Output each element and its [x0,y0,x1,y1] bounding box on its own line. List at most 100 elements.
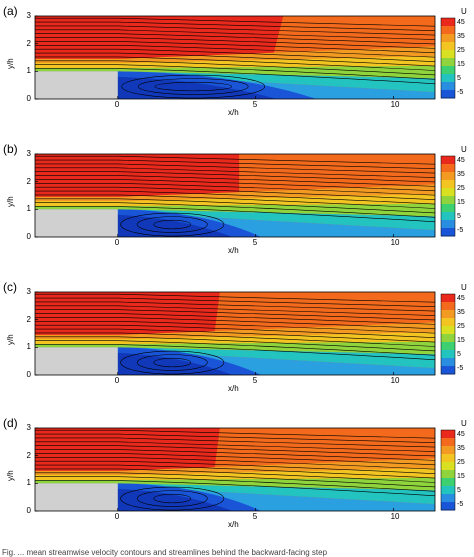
y-tick-label: 0 [26,370,31,379]
recirculation-streamline [153,357,192,368]
recirculation-streamline [154,81,232,92]
streamline [35,179,435,192]
y-tick-label: 1 [26,66,31,76]
recirculation-streamline [120,212,225,237]
streamline [35,464,435,479]
colorbar-tick: -5 [457,365,464,372]
step-block [35,71,118,99]
streamline [35,441,435,452]
recirculation-streamline [120,486,225,511]
colorbar-tick: 35 [457,309,465,316]
y-tick-label: 1 [26,342,31,352]
streamline [35,437,435,448]
streamline [35,64,435,80]
colorbar-tick: 45 [457,431,465,438]
colorbar-tick: 25 [457,47,465,54]
x-tick-label: 5 [252,238,258,247]
recirculation-streamline [120,350,225,375]
recirculation-streamline [136,216,208,233]
y-tick-label: 3 [26,149,31,158]
streamline [35,175,435,187]
plot-frame [34,15,436,100]
streamline [35,429,435,439]
streamline [35,468,435,483]
streamline [35,45,435,58]
colorbar-tick: 45 [457,19,465,26]
streamline [35,313,435,325]
panel-label: (c) [3,280,17,294]
recirculation-streamline [121,74,266,99]
x-axis-label: x/h [228,108,239,117]
x-axis-label: x/h [228,520,239,529]
colorbar-tick: -5 [457,89,464,96]
contour-panel: (c) 0 1 2 3 0 5 10 y/h x/h U 45 35 25 15 5 -5 [0,279,474,415]
streamline [35,183,435,196]
colorbar-tick: 5 [457,351,461,358]
plot-frame [34,153,436,238]
colorbar-tick: 35 [457,171,465,178]
x-tick-label: 10 [390,238,400,247]
colorbar-tick: 15 [457,473,465,480]
colorbar-title: U [461,283,467,292]
high-velocity-region [35,16,284,59]
x-tick-label: 0 [114,100,120,109]
y-axis-label: y/h [6,334,15,345]
contour-panel: (d) 0 1 2 3 0 5 10 y/h x/h U 45 35 25 15 5 -5 [0,415,474,551]
colorbar-tick: 25 [457,459,465,466]
streamline [35,194,435,209]
high-velocity-region [35,154,240,197]
x-tick-label: 0 [114,512,120,521]
streamline [35,293,435,303]
streamline [35,332,435,347]
streamline [35,33,435,45]
recirculation-streamline [136,490,208,507]
colorbar-tick: 15 [457,199,465,206]
colorbar [440,17,456,99]
x-axis-label: x/h [228,246,239,255]
streamline [35,305,435,316]
streamline [35,324,435,338]
velocity-contour-plot [34,427,456,512]
x-tick-label: 5 [252,376,258,385]
streamline [35,48,435,62]
y-tick-label: 1 [26,478,31,488]
colorbar-tick: 25 [457,323,465,330]
streamline [35,453,435,466]
streamline [35,56,435,71]
recirculation-streamline [137,78,249,95]
velocity-contour-plot [34,15,456,100]
streamline [35,340,435,356]
streamline [35,68,435,85]
x-tick-label: 10 [390,376,400,385]
streamline [35,52,435,67]
y-tick-label: 3 [26,287,31,296]
streamline [35,155,435,165]
y-tick-label: 2 [26,176,31,186]
figure-caption: Fig. ... mean streamwise velocity contou… [2,548,328,557]
recirculation-streamline [153,219,192,230]
y-tick-label: 0 [26,232,31,241]
streamline [35,321,435,334]
contour-panel: (a) 0 1 2 3 0 5 10 y/h x/h U 45 35 25 15 5 -5 [0,3,474,139]
streamline [35,480,435,497]
y-tick-label: 2 [26,450,31,460]
panel-label: (b) [3,142,18,156]
x-tick-label: 10 [390,100,400,109]
colorbar-tick: 5 [457,487,461,494]
colorbar-tick: 45 [457,157,465,164]
colorbar-tick: 25 [457,185,465,192]
colorbar-tick: -5 [457,501,464,508]
x-tick-label: 5 [252,100,258,109]
streamline [35,159,435,169]
streamline [35,472,435,488]
colorbar-tick: 15 [457,61,465,68]
y-axis-label: y/h [6,58,15,69]
streamline [35,309,435,321]
colorbar-tick: 5 [457,75,461,82]
y-tick-label: 1 [26,204,31,214]
streamline [35,163,435,174]
colorbar-tick: 45 [457,295,465,302]
streamline [35,460,435,474]
panel-label: (a) [3,4,18,18]
streamline [35,60,435,76]
